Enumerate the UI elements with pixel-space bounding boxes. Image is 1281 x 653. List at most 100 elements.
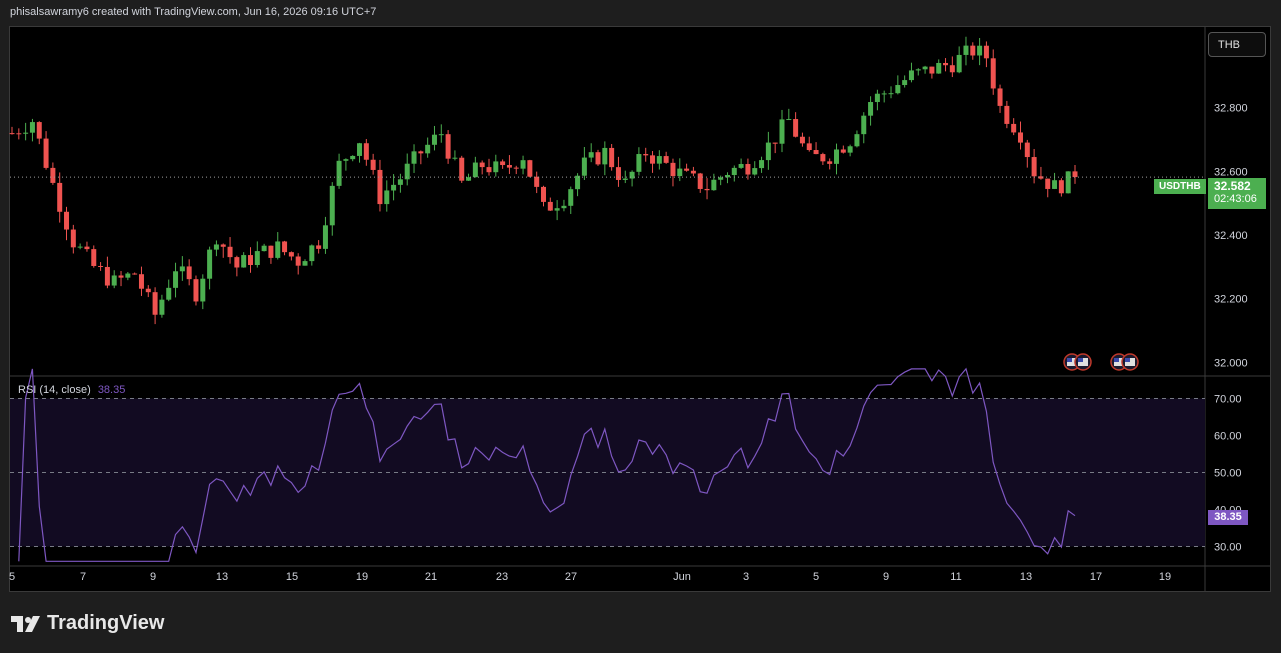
chart-attribution: phisalsawramy6 created with TradingView.… [10,6,377,18]
event-marker-icon-canton [1067,358,1072,362]
time-axis-tick-label: Jun [673,571,691,583]
candle-body [70,229,76,248]
candle-body [104,266,110,286]
candle-body [854,134,860,147]
candle-body [1072,171,1078,178]
candle-body [936,62,942,74]
candle-body [227,246,233,258]
time-axis-tick-label: 3 [743,571,749,583]
candle-body [690,170,696,174]
candle-body [282,241,288,253]
candle-body [513,167,519,169]
candle-body [765,142,771,161]
candle-body [656,156,662,164]
candle-body [840,149,846,153]
candle-body [452,157,458,159]
candle-body [118,275,124,278]
candle-body [724,174,730,178]
candle-body [650,155,656,164]
rsi-axis-tick-label: 70.00 [1214,394,1242,406]
candle-body [431,134,437,145]
candle-body [486,167,492,173]
candle-body [384,190,390,205]
candle-body [820,154,826,162]
candle-body [309,245,315,262]
rsi-value-badge: 38.35 [1208,510,1248,525]
candle-body [793,119,799,137]
candle-body [159,299,165,315]
candle-body [173,271,179,288]
currency-button[interactable]: THB [1208,32,1266,57]
us-flag-icon-canton [1125,358,1130,362]
candle-body [397,179,403,185]
time-axis-tick-label: 19 [356,571,368,583]
time-axis-tick-label: 5 [9,571,15,583]
candle-body [990,58,996,89]
candle-body [977,45,983,56]
rsi-legend[interactable]: RSI (14, close) 38.35 [18,384,125,396]
candle-body [786,119,792,121]
candle-body [738,164,744,168]
candle-body [929,66,935,74]
time-axis-tick-label: 7 [80,571,86,583]
candle-body [377,169,383,205]
candle-body [418,151,424,154]
time-axis-tick-label: 9 [150,571,156,583]
candle-body [125,273,131,278]
candle-body [50,167,56,183]
candle-body [186,266,192,280]
price-axis-tick-label: 32.600 [1214,166,1248,178]
candle-body [997,88,1003,106]
time-axis-tick-label: 15 [286,571,298,583]
candle-body [1038,176,1044,179]
time-axis-tick-label: 21 [425,571,437,583]
candle-body [466,177,472,181]
candle-body [179,266,185,272]
candle-body [411,151,417,164]
time-axis-tick-label: 23 [496,571,508,583]
candle-body [295,256,301,266]
candle-body [493,161,499,173]
time-axis-tick-label: 13 [216,571,228,583]
tradingview-wordmark: TradingView [47,612,165,634]
time-axis-tick-label: 27 [565,571,577,583]
candle-body [881,93,887,95]
candle-body [132,273,138,275]
candle-body [684,168,690,171]
candle-body [561,205,567,209]
candle-body [472,162,478,178]
candle-body [254,251,260,265]
candle-body [425,144,431,154]
candle-body [111,275,117,286]
candle-body [350,155,356,160]
candle-body [1004,105,1010,124]
candle-body [581,157,587,176]
candle-body [731,167,737,175]
candle-body [247,255,253,265]
candle-body [145,288,151,293]
candle-body [234,257,240,268]
candle-body [1024,142,1030,158]
candle-body [697,173,703,189]
candle-body [609,147,615,168]
candle-body [1052,180,1058,189]
candle-body [77,246,83,248]
candle-body [166,287,172,300]
candle-body [322,225,328,249]
candle-body [316,245,322,249]
candle-body [57,182,63,212]
candle-body [64,211,70,230]
tradingview-logo[interactable]: TradingView [11,612,164,635]
candle-body [799,136,805,144]
time-axis-tick-label: 19 [1159,571,1171,583]
time-axis-tick-label: 11 [950,571,961,583]
candle-body [643,154,649,156]
candle-body [138,274,144,289]
candle-body [943,62,949,66]
candle-body [718,177,724,180]
candle-body [500,161,506,166]
candle-body [615,167,621,180]
candle-body [479,162,485,168]
candle-body [813,150,819,155]
